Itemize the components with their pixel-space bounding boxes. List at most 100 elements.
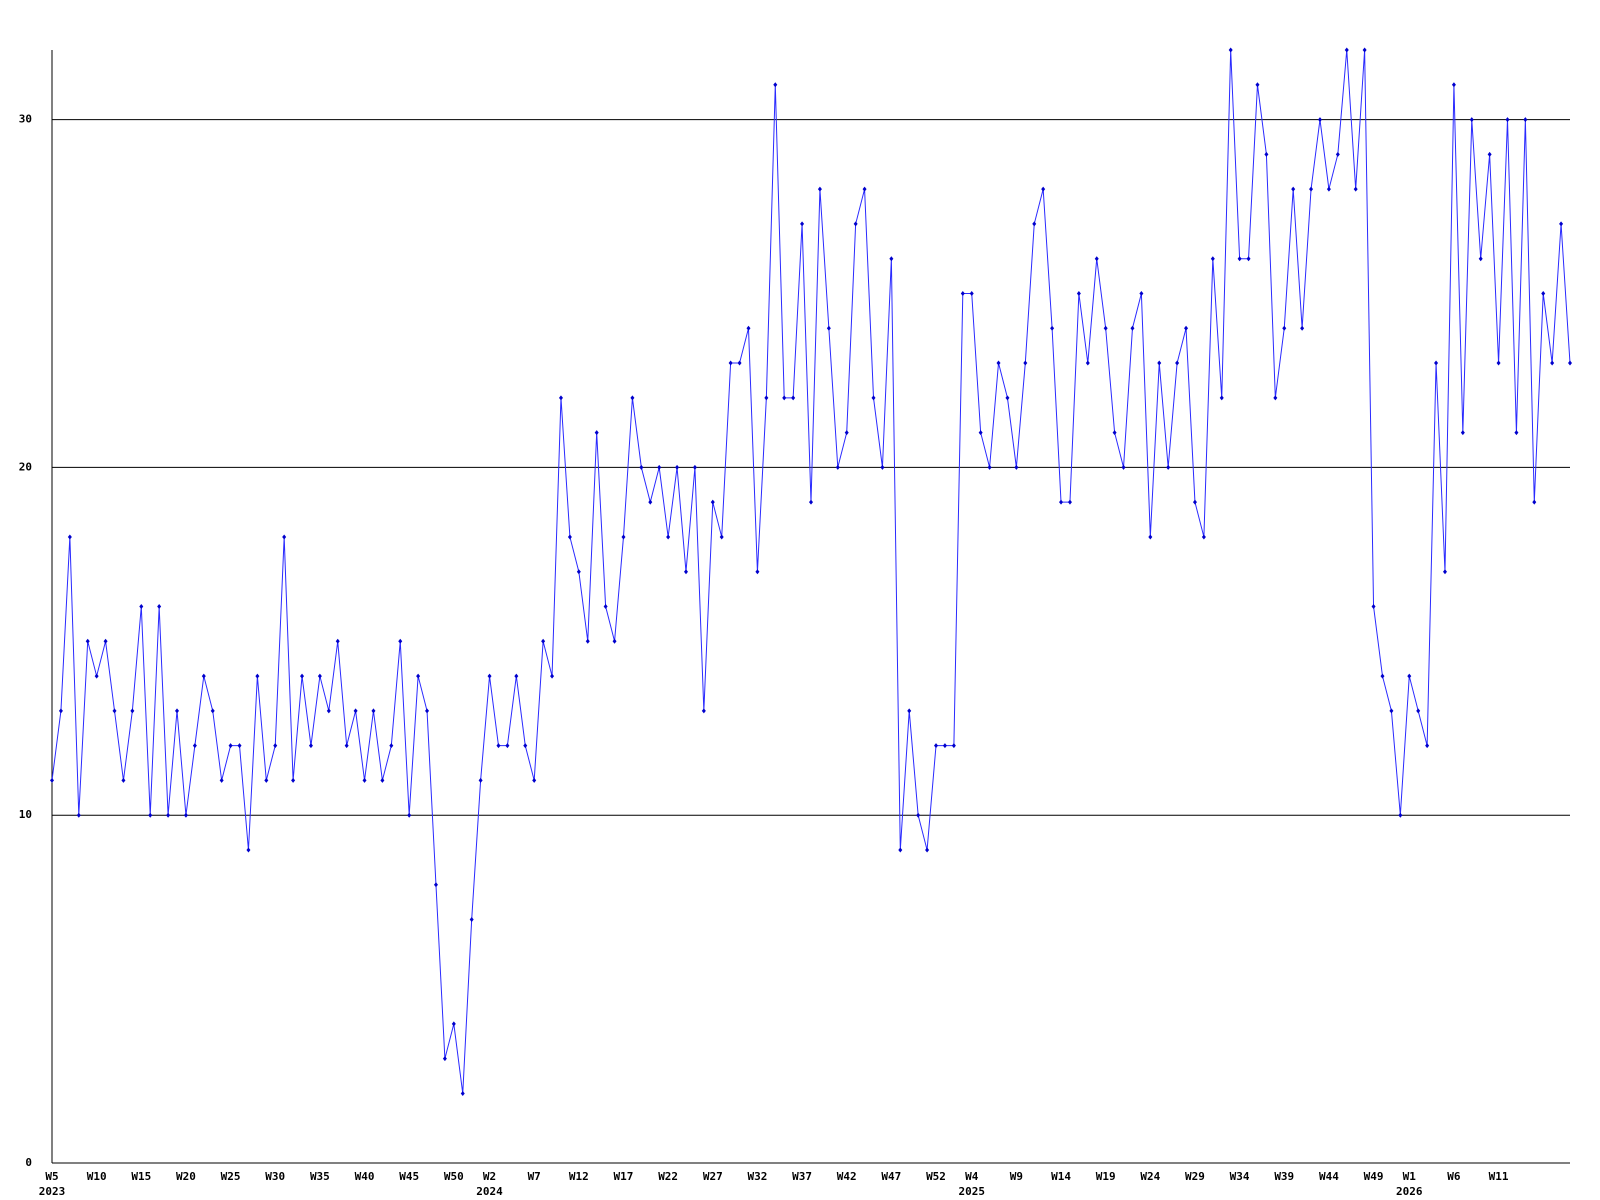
data-point [719,534,724,540]
x-tick-label: W2 [483,1170,496,1183]
data-point [1460,430,1465,436]
data-point [934,743,939,749]
data-point [344,743,349,749]
data-point [380,777,385,783]
data-point [1362,47,1367,53]
data-point [237,743,242,749]
data-point [1237,256,1242,262]
x-tick-label: W34 [1230,1170,1250,1183]
data-point [1568,360,1572,366]
y-tick-label: 10 [19,808,32,821]
x-year-label: 2024 [476,1185,503,1198]
data-point [755,569,760,575]
x-tick-label: W12 [569,1170,589,1183]
data-point [800,221,805,227]
data-point [996,360,1001,366]
data-point [541,638,546,644]
data-point [50,777,54,783]
data-point [326,708,331,714]
data-point [228,743,233,749]
x-tick-label: W44 [1319,1170,1339,1183]
x-tick-label: W5 [45,1170,58,1183]
data-point [407,812,412,818]
data-point [496,743,501,749]
x-tick-label: W47 [881,1170,901,1183]
data-point [1148,534,1153,540]
x-tick-label: W40 [355,1170,375,1183]
data-point [1032,221,1037,227]
data-point [371,708,376,714]
x-tick-label: W42 [837,1170,857,1183]
data-point [916,812,921,818]
data-point [130,708,135,714]
data-point [166,812,171,818]
x-year-label: 2026 [1396,1185,1423,1198]
data-point [675,464,680,470]
data-point [1255,82,1260,88]
data-point [603,604,608,609]
data-point [1005,395,1010,401]
data-point [1505,117,1510,123]
data-point [1434,360,1439,366]
data-point [1389,708,1394,714]
data-point [782,395,787,401]
data-point [67,534,72,540]
data-point [1371,604,1376,609]
data-point [746,325,751,331]
data-point [523,743,528,749]
data-point [701,708,706,714]
x-tick-label: W52 [926,1170,946,1183]
data-point [639,464,644,470]
data-point [1282,325,1287,331]
data-point [987,464,992,470]
data-point [773,82,778,88]
data-point [612,638,617,644]
data-point [201,673,206,679]
data-point [148,812,153,818]
data-point [353,708,358,714]
data-point [362,777,367,783]
data-point [576,569,581,575]
data-point [1014,464,1019,470]
data-point [1478,256,1483,262]
data-point [1469,117,1474,123]
data-point [1291,186,1296,192]
x-tick-label: W10 [87,1170,107,1183]
data-point [871,395,876,401]
data-point [219,777,224,783]
x-tick-label: W20 [176,1170,196,1183]
data-point [969,290,974,296]
data-point [960,290,965,296]
data-point [1175,360,1180,366]
data-point [1130,325,1135,331]
data-point [1184,325,1189,331]
data-point [844,430,849,436]
data-point [1157,360,1162,366]
data-point [1309,186,1314,192]
data-point [514,673,519,679]
data-point [925,847,930,853]
data-point [58,708,63,714]
data-point [567,534,572,540]
data-point [1059,499,1064,505]
data-point [505,743,510,749]
x-tick-label: W24 [1140,1170,1160,1183]
data-point [657,464,662,470]
x-tick-label: W4 [965,1170,979,1183]
x-tick-label: W32 [747,1170,767,1183]
data-point [1541,290,1546,296]
data-point [425,708,430,714]
data-point [1344,47,1349,53]
data-point [835,464,840,470]
x-tick-label: W19 [1096,1170,1116,1183]
data-point [1487,151,1492,157]
data-point [469,917,474,923]
data-point [183,812,188,818]
data-point [264,777,269,783]
data-point [532,777,537,783]
data-point [416,673,421,679]
x-tick-label: W30 [265,1170,285,1183]
data-point [630,395,635,401]
data-point [85,638,90,644]
